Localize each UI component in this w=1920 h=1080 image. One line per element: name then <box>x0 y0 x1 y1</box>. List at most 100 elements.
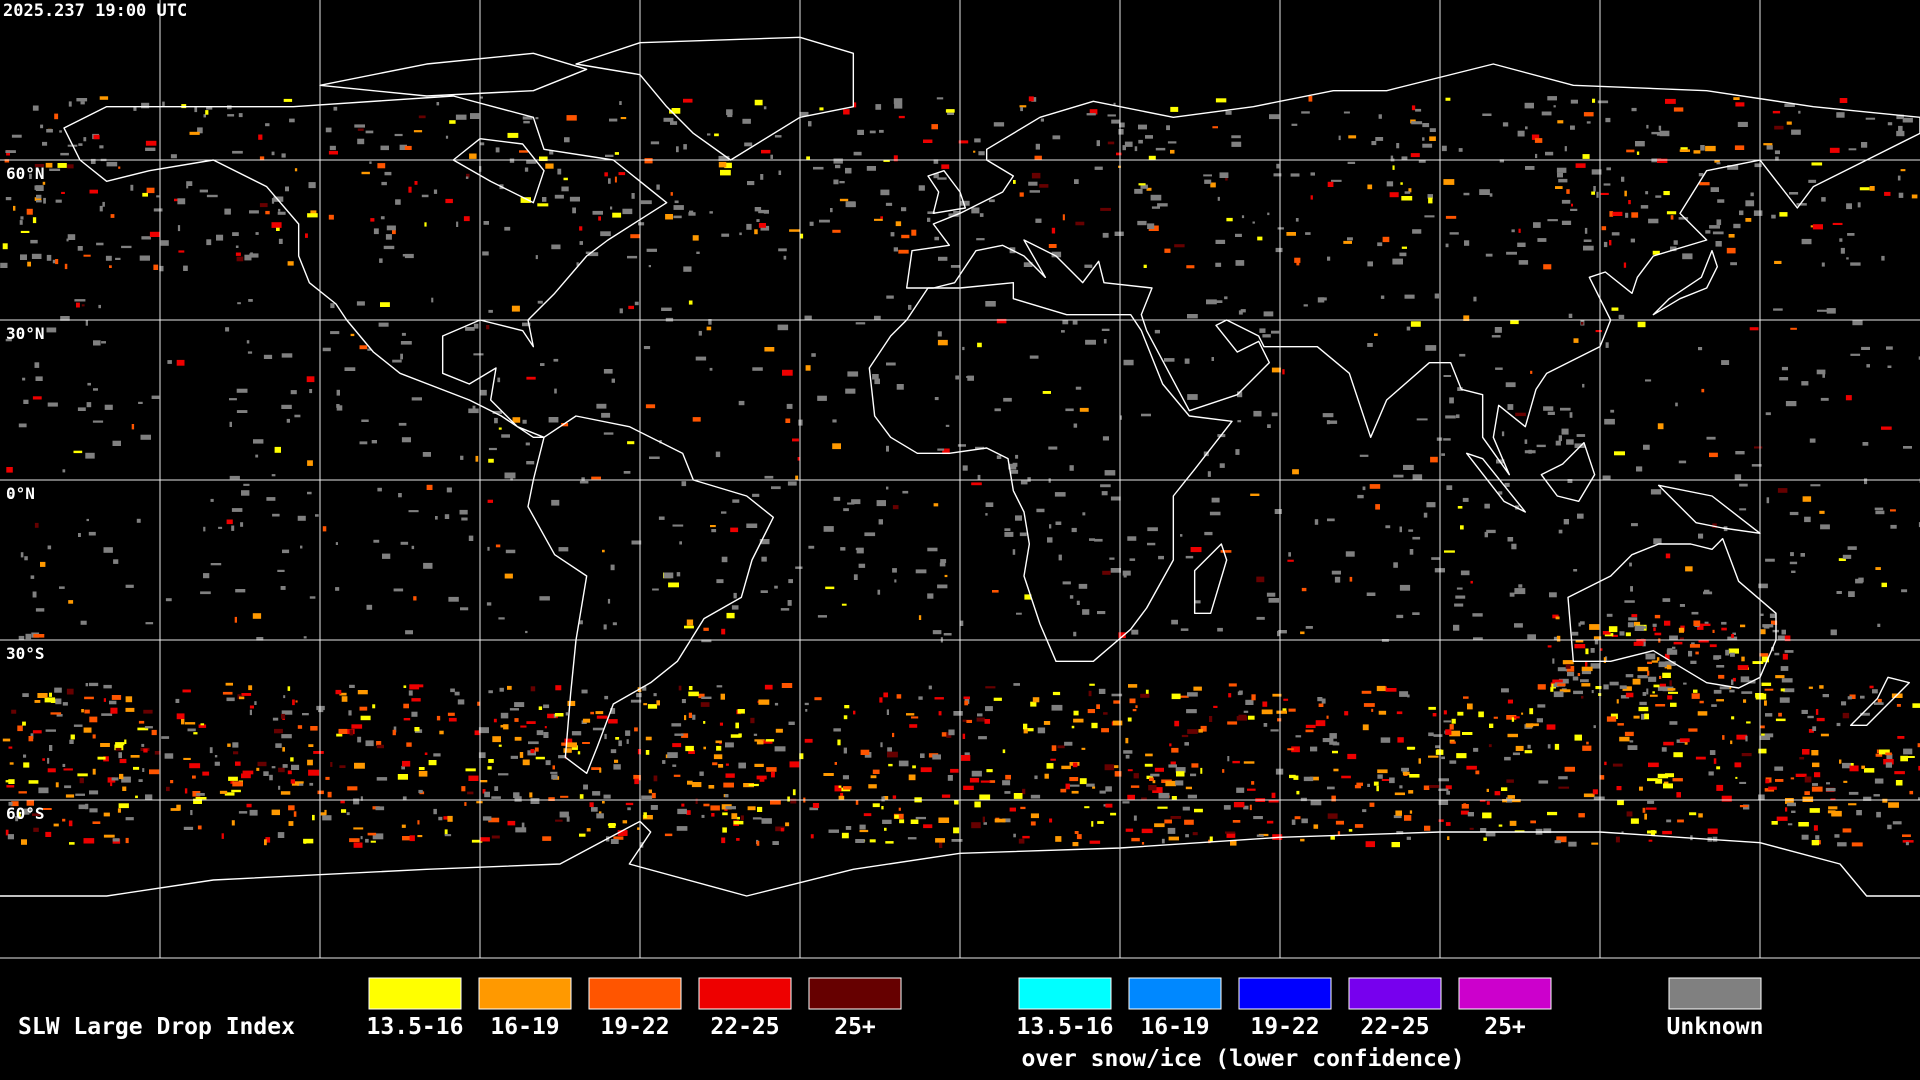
cloud-pixel <box>488 309 493 313</box>
cloud-pixel <box>307 213 318 218</box>
cloud-pixel <box>487 766 492 770</box>
cloud-pixel <box>492 410 502 414</box>
cloud-pixel <box>1918 356 1920 360</box>
cloud-pixel <box>498 427 502 430</box>
cloud-pixel <box>1416 418 1428 421</box>
cloud-pixel <box>688 712 692 718</box>
cloud-pixel <box>1357 494 1364 499</box>
cloud-pixel <box>98 304 101 309</box>
cloud-pixel <box>1903 748 1913 755</box>
cloud-pixel <box>1845 395 1852 401</box>
cloud-pixel <box>853 151 862 156</box>
cloud-pixel <box>1679 738 1690 743</box>
cloud-pixel <box>239 696 245 700</box>
cloud-pixel <box>1530 723 1539 727</box>
cloud-pixel <box>938 817 950 823</box>
cloud-pixel <box>1582 383 1585 388</box>
cloud-pixel <box>1667 695 1673 700</box>
cloud-pixel <box>1611 307 1619 311</box>
cloud-pixel <box>707 133 711 136</box>
cloud-pixel <box>703 721 706 724</box>
cloud-pixel <box>712 762 718 766</box>
cloud-pixel <box>1271 367 1281 373</box>
cloud-pixel <box>276 227 280 231</box>
cloud-pixel <box>1023 262 1033 267</box>
cloud-pixel <box>1164 358 1175 362</box>
cloud-pixel <box>618 740 622 747</box>
cloud-pixel <box>1851 842 1863 847</box>
cloud-pixel <box>103 756 109 762</box>
cloud-pixel <box>610 708 616 714</box>
cloud-pixel <box>695 356 707 361</box>
cloud-pixel <box>1759 735 1771 740</box>
cloud-pixel <box>1071 790 1079 794</box>
cloud-pixel <box>1489 193 1493 197</box>
cloud-pixel <box>953 827 960 834</box>
cloud-pixel <box>1722 735 1725 740</box>
cloud-pixel <box>1480 828 1487 832</box>
cloud-pixel <box>1127 536 1137 541</box>
cloud-pixel <box>1650 489 1662 495</box>
cloud-pixel <box>603 369 613 374</box>
cloud-pixel <box>878 519 883 525</box>
cloud-pixel <box>939 842 943 848</box>
cloud-pixel <box>844 705 850 709</box>
cloud-pixel <box>1875 567 1881 570</box>
cloud-pixel <box>1781 629 1786 635</box>
cloud-pixel <box>583 784 588 790</box>
cloud-pixel <box>1787 823 1793 826</box>
cloud-pixel <box>1347 753 1357 760</box>
cloud-pixel <box>994 408 1001 412</box>
cloud-pixel <box>1065 783 1070 790</box>
cloud-pixel <box>263 771 269 776</box>
cloud-pixel <box>951 839 963 842</box>
cloud-pixel <box>360 836 363 840</box>
cloud-pixel <box>210 563 222 566</box>
cloud-pixel <box>1616 786 1622 791</box>
cloud-pixel <box>1619 631 1625 636</box>
cloud-pixel <box>1253 410 1262 417</box>
cloud-pixel <box>645 750 650 755</box>
cloud-pixel <box>1232 820 1241 823</box>
cloud-pixel <box>292 699 295 706</box>
cloud-pixel <box>1802 796 1814 802</box>
cloud-pixel <box>1669 680 1672 686</box>
cloud-pixel <box>28 736 34 742</box>
cloud-pixel <box>1593 186 1596 192</box>
cloud-pixel <box>526 160 537 164</box>
cloud-pixel <box>1266 592 1276 597</box>
cloud-pixel <box>765 739 775 742</box>
cloud-pixel <box>365 740 374 747</box>
cloud-pixel <box>758 699 770 705</box>
cloud-pixel <box>582 742 590 744</box>
cloud-pixel <box>879 697 883 703</box>
cloud-pixel <box>947 775 953 781</box>
cloud-pixel <box>1463 192 1470 196</box>
cloud-pixel <box>1222 769 1225 773</box>
cloud-pixel <box>1089 840 1101 844</box>
cloud-pixel <box>1625 212 1629 218</box>
cloud-pixel <box>959 620 964 626</box>
cloud-pixel <box>1450 741 1456 744</box>
cloud-pixel <box>754 763 764 767</box>
cloud-pixel <box>49 745 53 751</box>
cloud-pixel <box>838 795 845 800</box>
cloud-pixel <box>1460 525 1464 530</box>
cloud-pixel <box>511 305 520 312</box>
cloud-pixel <box>1586 121 1591 124</box>
cloud-pixel <box>357 690 368 695</box>
cloud-pixel <box>698 330 702 336</box>
cloud-pixel <box>933 173 939 179</box>
cloud-pixel <box>610 749 617 754</box>
timestamp: 2025.237 19:00 UTC <box>3 1 187 21</box>
cloud-pixel <box>1348 135 1357 139</box>
cloud-pixel <box>1015 454 1019 459</box>
cloud-pixel <box>513 792 520 798</box>
cloud-pixel <box>853 574 858 580</box>
cloud-pixel <box>650 805 658 810</box>
cloud-pixel <box>1765 558 1775 562</box>
cloud-pixel <box>1763 626 1770 629</box>
cloud-pixel <box>1779 697 1790 703</box>
cloud-pixel <box>974 801 981 808</box>
cloud-pixel <box>608 823 616 828</box>
